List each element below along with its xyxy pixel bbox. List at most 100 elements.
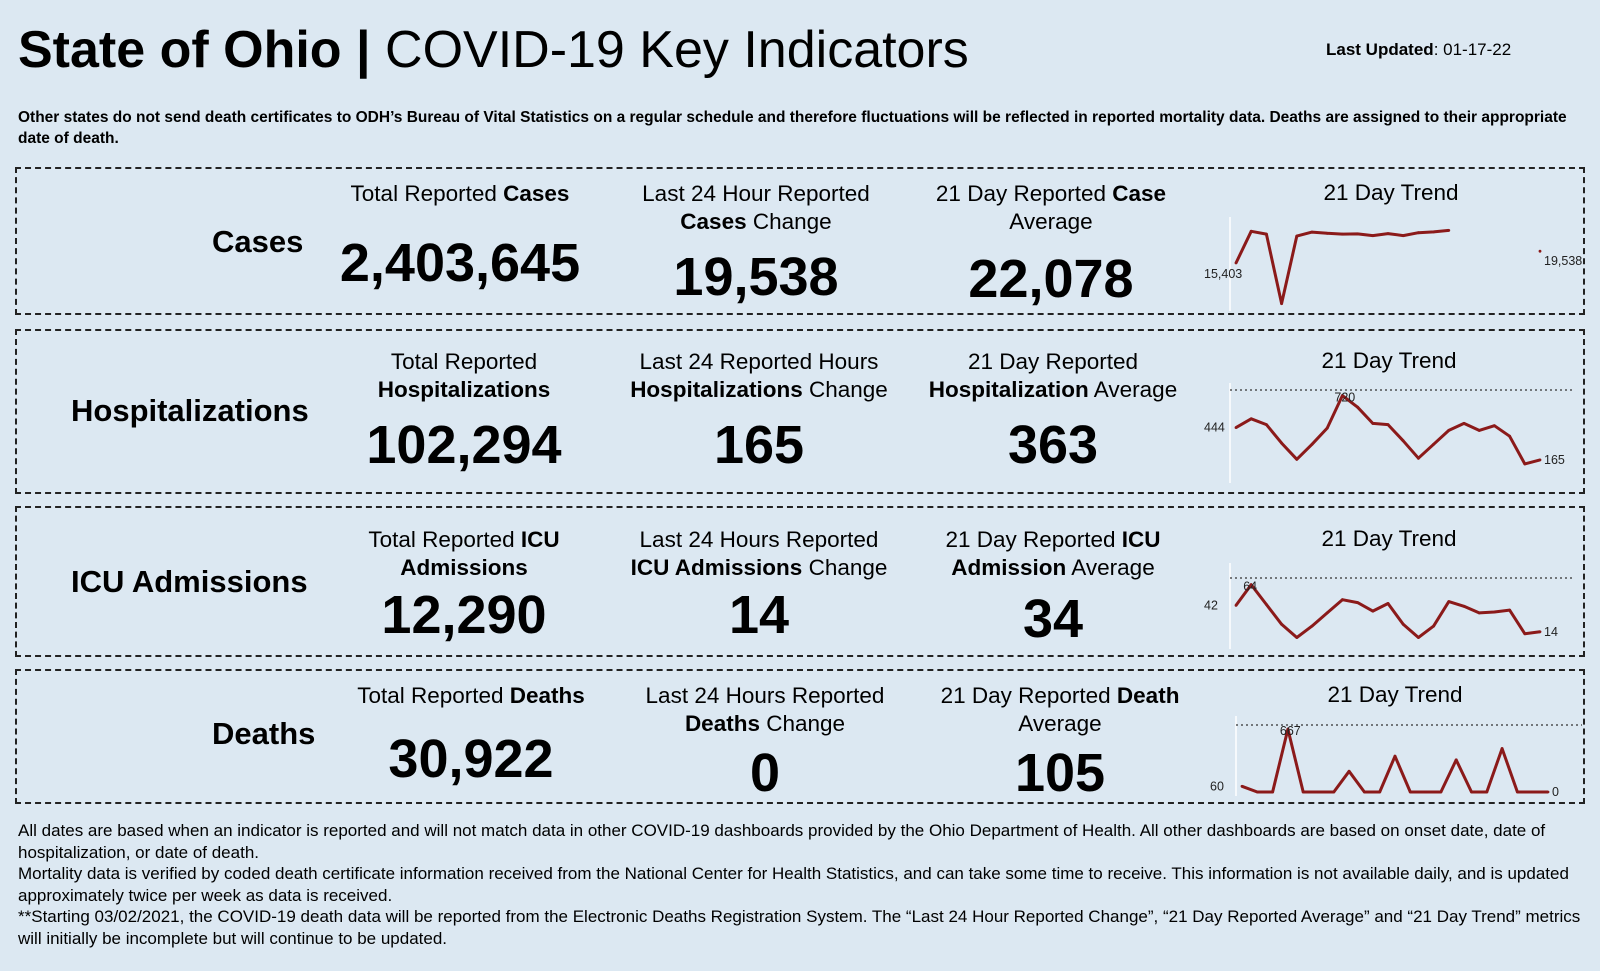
trend-point — [1500, 747, 1504, 750]
icu-panel — [15, 506, 1585, 657]
hospitalizations-panel — [15, 329, 1585, 494]
trend-peak-label: 64 — [1243, 580, 1257, 594]
trend-point — [1341, 598, 1344, 602]
trend-point — [1341, 232, 1344, 236]
cases-change-heading: Last 24 Hour Reported Cases Change — [642, 181, 870, 234]
footer-note-mortality: Mortality data is verified by coded deat… — [18, 864, 1569, 905]
trend-point — [1546, 790, 1550, 794]
trend-point — [1325, 426, 1329, 430]
hospitalizations-total-value: 102,294 — [366, 415, 562, 475]
trend-point — [1301, 790, 1305, 794]
footer-note-dates: All dates are based when an indicator is… — [18, 821, 1546, 862]
trend-point — [1249, 229, 1253, 233]
trend-point — [1470, 790, 1473, 794]
trend-point — [1341, 394, 1344, 397]
icu-change-heading: Last 24 Hours Reported ICU Admissions Cha… — [630, 527, 888, 580]
trend-point — [1424, 790, 1427, 794]
trend-point — [1271, 790, 1274, 794]
trend-end-label: 165 — [1544, 453, 1565, 467]
trend-line — [1235, 394, 1541, 466]
trend-point — [1378, 790, 1382, 794]
trend-point — [1356, 232, 1359, 236]
icu-total-value: 12,290 — [381, 585, 547, 645]
trend-point — [1265, 603, 1268, 606]
deaths-change-heading: Last 24 Hours Reported Deaths Change — [645, 683, 885, 736]
trend-point — [1234, 261, 1238, 265]
cases-trend-chart: 15,403 19,538 — [1204, 217, 1582, 311]
trend-point — [1493, 610, 1496, 614]
hospitalizations-total-heading: Total Reported Hospitalizations — [377, 349, 551, 402]
trend-point — [1356, 601, 1359, 604]
trend-point — [1401, 622, 1405, 626]
trend-point — [1265, 232, 1268, 236]
trend-point — [1363, 790, 1366, 794]
trend-point — [1439, 790, 1443, 794]
last-updated: Last Updated: 01-17-22 — [1326, 40, 1511, 60]
trend-point — [1240, 784, 1244, 788]
trend-point — [1280, 441, 1283, 445]
trend-point — [1508, 434, 1511, 438]
hospitalizations-trend-heading: 21 Day Trend — [1321, 348, 1457, 373]
deaths-average-heading: 21 Day Reported Death Average — [940, 683, 1180, 736]
hospitalizations-average-heading: 21 Day Reported Hospitalization Average — [928, 349, 1178, 402]
title-state: State of Ohio | — [18, 21, 371, 79]
trend-end-label: 19,538 — [1544, 254, 1582, 268]
mortality-note: Other states do not send death certifica… — [18, 109, 1567, 147]
trend-line — [1236, 230, 1540, 303]
trend-point — [1538, 630, 1542, 634]
trend-point — [1325, 611, 1329, 615]
trend-point — [1317, 790, 1320, 794]
trend-point — [1286, 727, 1290, 731]
trend-point — [1332, 790, 1336, 794]
trend-point — [1477, 611, 1481, 615]
trend-point — [1386, 232, 1390, 235]
trend-point — [1234, 426, 1238, 429]
trend-point — [1280, 302, 1283, 305]
trend-line — [1241, 727, 1548, 794]
trend-point — [1485, 790, 1489, 794]
icu-change-value: 14 — [728, 585, 790, 645]
trend-point — [1325, 231, 1329, 235]
cases-trend-heading: 21 Day Trend — [1323, 180, 1459, 205]
trend-point — [1516, 790, 1519, 794]
cases-total-heading: Total Reported Cases — [350, 181, 570, 206]
trend-point — [1417, 456, 1420, 460]
deaths-trend-chart: 60 0 667 — [1210, 716, 1582, 799]
cases-row-label: Cases — [212, 224, 304, 259]
trend-point — [1295, 234, 1299, 238]
trend-point — [1462, 422, 1466, 425]
deaths-row-label: Deaths — [212, 716, 316, 751]
trend-point — [1401, 234, 1405, 237]
deaths-panel — [15, 669, 1585, 804]
deaths-trend-heading: 21 Day Trend — [1327, 682, 1463, 707]
cases-average-value: 22,078 — [968, 249, 1134, 309]
trend-point — [1310, 230, 1314, 234]
trend-point — [1249, 583, 1253, 587]
trend-point — [1280, 622, 1283, 626]
deaths-average-value: 105 — [1014, 743, 1106, 803]
trend-point — [1371, 609, 1375, 613]
trend-point — [1417, 636, 1420, 639]
hospitalizations-average-value: 363 — [1007, 415, 1099, 475]
trend-point — [1356, 405, 1359, 409]
trend-point — [1255, 790, 1259, 794]
trend-point — [1386, 602, 1390, 605]
trend-point — [1447, 229, 1451, 232]
trend-point — [1347, 769, 1351, 773]
icu-average-heading: 21 Day Reported ICU Admission Average — [945, 527, 1161, 580]
trend-point — [1531, 790, 1535, 794]
trend-point — [1265, 423, 1268, 426]
trend-point — [1508, 608, 1511, 612]
icu-trend-heading: 21 Day Trend — [1321, 526, 1457, 551]
deaths-total-value: 30,922 — [388, 729, 554, 789]
trend-peak-label: 720 — [1334, 391, 1355, 405]
trend-point — [1310, 624, 1314, 628]
trend-point — [1393, 754, 1397, 758]
trend-point — [1523, 632, 1527, 636]
page-title: State of Ohio | COVID-19 Key Indicators — [18, 18, 969, 82]
trend-point — [1447, 429, 1451, 432]
trend-point — [1454, 758, 1458, 762]
icu-total-heading: Total Reported ICU Admissions — [368, 527, 560, 580]
trend-start-label: 60 — [1210, 779, 1224, 793]
last-updated-value: : 01-17-22 — [1433, 40, 1512, 59]
